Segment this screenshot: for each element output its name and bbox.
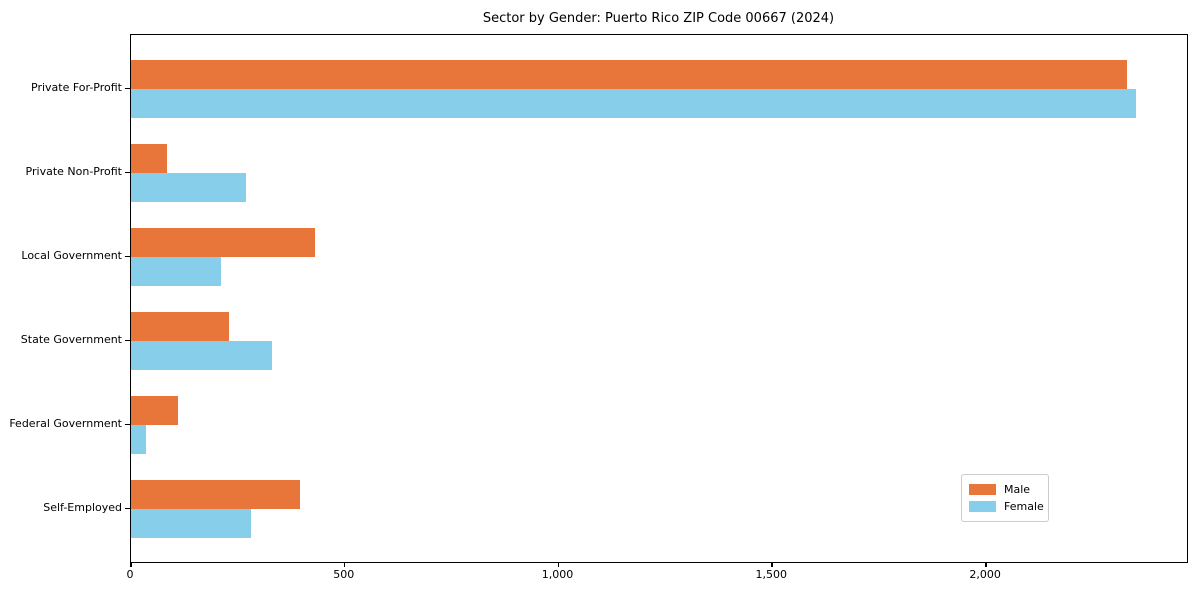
ytick-mark-3 [125, 339, 130, 341]
ytick-mark-2 [125, 255, 130, 257]
xtick-mark-2 [557, 562, 559, 567]
xtick-label-4: 2,000 [969, 568, 1001, 581]
xtick-mark-0 [130, 562, 132, 567]
ytick-mark-1 [125, 171, 130, 173]
ytick-mark-4 [125, 423, 130, 425]
legend-item-male: Male [969, 481, 1040, 498]
xtick-label-3: 1,500 [755, 568, 788, 581]
ytick-label-4: Federal Government [9, 417, 122, 430]
legend-item-female: Female [969, 498, 1044, 515]
bar-male-5 [131, 480, 300, 509]
legend: Male Female [961, 474, 1049, 522]
ytick-label-5: Self-Employed [43, 501, 122, 514]
xtick-label-2: 1,000 [541, 568, 574, 581]
legend-label: Male [1004, 483, 1031, 496]
chart-title: Sector by Gender: Puerto Rico ZIP Code 0… [482, 11, 835, 26]
ytick-label-2: Local Government [21, 249, 122, 262]
legend-label: Female [1004, 500, 1044, 513]
bar-male-1 [131, 144, 168, 173]
plot-area [130, 34, 1188, 563]
bar-female-2 [131, 257, 221, 286]
legend-swatch-female [969, 501, 996, 512]
legend-swatch-male [969, 484, 996, 495]
xtick-mark-3 [771, 562, 773, 567]
bar-female-3 [131, 341, 273, 370]
xtick-mark-4 [985, 562, 987, 567]
bar-male-3 [131, 312, 230, 341]
ytick-label-0: Private For-Profit [31, 81, 122, 94]
bar-female-5 [131, 509, 251, 538]
ytick-mark-5 [125, 507, 130, 509]
xtick-label-1: 500 [333, 568, 355, 581]
bar-female-1 [131, 173, 247, 202]
ytick-label-3: State Government [20, 333, 122, 346]
bar-female-0 [131, 89, 1136, 118]
bar-male-4 [131, 396, 178, 425]
xtick-mark-1 [343, 562, 346, 567]
bar-male-0 [131, 60, 1128, 89]
bar-female-4 [131, 425, 146, 454]
xtick-label-0: 0 [126, 568, 134, 581]
bar-male-2 [131, 228, 315, 257]
ytick-label-1: Private Non-Profit [25, 165, 122, 178]
ytick-mark-0 [125, 87, 130, 89]
